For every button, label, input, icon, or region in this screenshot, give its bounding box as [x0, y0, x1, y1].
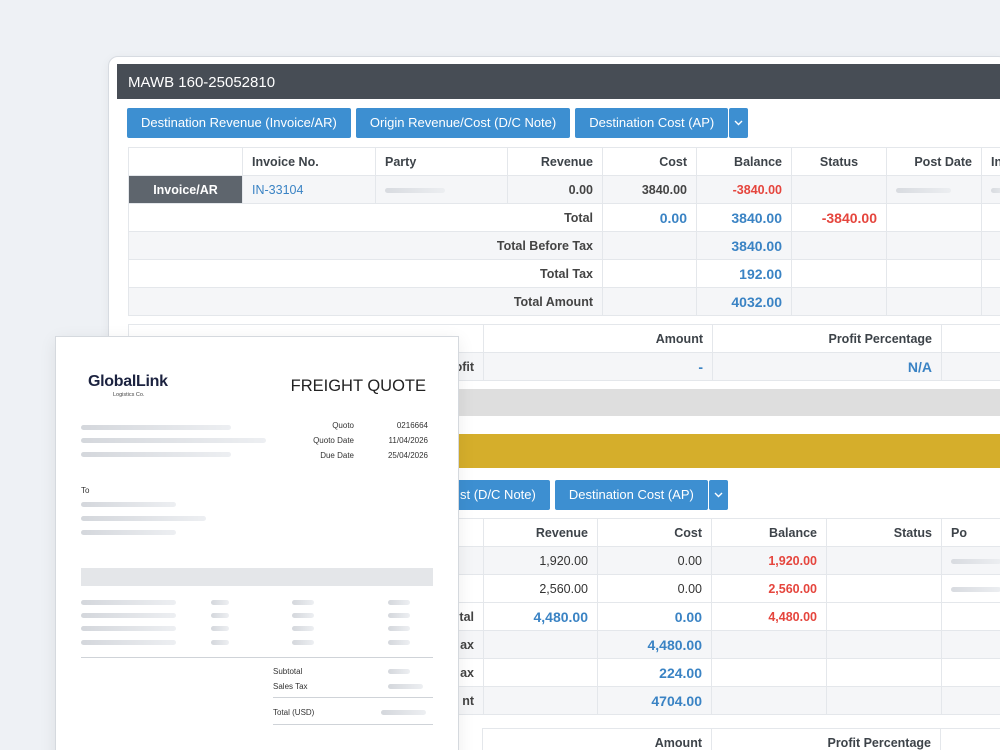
tab-dropdown-button[interactable] — [729, 108, 749, 138]
total-cost: 3840.00 — [696, 203, 792, 232]
subtotal-label: Subtotal — [273, 667, 303, 676]
total-before-tax-row: Total Before Tax 3840.00 — [128, 231, 1000, 260]
total-label: Total — [128, 203, 603, 232]
col-amount-2: Amount — [482, 728, 712, 750]
col-post-date: Post Date — [886, 147, 982, 176]
tab-destination-cost-2[interactable]: Destination Cost (AP) — [554, 480, 708, 510]
profit-amount: - — [483, 352, 713, 381]
tab-destination-cost[interactable]: Destination Cost (AP) — [575, 108, 729, 138]
col-in: In — [981, 147, 1000, 176]
tab-dropdown-button-2[interactable] — [708, 480, 728, 510]
total-before-tax-label: Total Before Tax — [128, 231, 603, 260]
col-invoice-no: Invoice No. — [242, 147, 376, 176]
balance-cell: -3840.00 — [696, 175, 792, 204]
billing-tabs: Destination Revenue (Invoice/AR) Origin … — [127, 108, 749, 138]
col-post-2: Po — [941, 518, 1000, 547]
col-status: Status — [791, 147, 887, 176]
meta-value: 25/04/2026 — [387, 451, 428, 460]
tax-value-2: 224.00 — [597, 658, 712, 687]
total-tax-row: Total Tax 192.00 — [128, 259, 1000, 288]
total-cost-2: 0.00 — [597, 602, 712, 631]
amount-row: nt 4704.00 — [449, 686, 1000, 715]
meta-label: Quoto — [332, 421, 354, 430]
col-cost-2: Cost — [597, 518, 712, 547]
total-revenue-2: 4,480.00 — [483, 602, 598, 631]
total-balance: -3840.00 — [791, 203, 887, 232]
chevron-down-icon — [734, 120, 743, 126]
tab-destination-revenue[interactable]: Destination Revenue (Invoice/AR) — [127, 108, 351, 138]
quote-title: FREIGHT QUOTE — [290, 377, 426, 395]
col-balance: Balance — [696, 147, 792, 176]
invoice-link[interactable]: IN-33104 — [242, 175, 376, 204]
total-amount-label: Total Amount — [128, 287, 603, 316]
balance-cell: 1,920.00 — [711, 546, 827, 575]
meta-label: Due Date — [320, 451, 354, 460]
amount-value-2: 4704.00 — [597, 686, 712, 715]
col-party: Party — [375, 147, 508, 176]
chevron-down-icon — [714, 492, 723, 498]
second-table: Revenue Cost Balance Status Po 1,920.00 … — [449, 518, 1000, 715]
before-tax-row: ax 4,480.00 — [449, 630, 1000, 659]
to-label: To — [81, 486, 90, 495]
cost-cell: 0.00 — [597, 546, 712, 575]
total-usd-label: Total (USD) — [273, 708, 315, 717]
second-tabs: st (D/C Note) Destination Cost (AP) — [449, 480, 728, 510]
tax-row: ax 224.00 — [449, 658, 1000, 687]
cost-cell: 0.00 — [597, 574, 712, 603]
col-status-2: Status — [826, 518, 942, 547]
brand-logo: GlobalLink — [88, 373, 168, 390]
total-before-tax-value: 3840.00 — [696, 231, 792, 260]
col-profit-percentage-2: Profit Percentage — [711, 728, 941, 750]
party-cell — [375, 175, 508, 204]
col-profit-percentage: Profit Percentage — [712, 324, 942, 353]
meta-value: 0216664 — [396, 421, 428, 430]
col-revenue-2: Revenue — [483, 518, 598, 547]
panel-title: MAWB 160-25052810 — [117, 64, 1000, 99]
tab-origin-revenue-cost[interactable]: Origin Revenue/Cost (D/C Note) — [355, 108, 571, 138]
brand-subtitle: Logistics Co. — [113, 392, 145, 398]
total-revenue: 0.00 — [602, 203, 697, 232]
meta-value: 11/04/2026 — [388, 436, 428, 445]
revenue-cell: 0.00 — [507, 175, 603, 204]
invoice-table: Invoice No. Party Revenue Cost Balance S… — [128, 147, 1000, 316]
total-amount-row: Total Amount 4032.00 — [128, 287, 1000, 316]
col-amount: Amount — [483, 324, 713, 353]
total-row: Total 0.00 3840.00 -3840.00 — [128, 203, 1000, 232]
col-cost: Cost — [602, 147, 697, 176]
total-tax-label: Total Tax — [128, 259, 603, 288]
col-revenue: Revenue — [507, 147, 603, 176]
second-profit-table: Amount Profit Percentage — [482, 728, 1000, 750]
balance-cell: 2,560.00 — [711, 574, 827, 603]
quote-items-header — [81, 568, 433, 586]
table-row: 1,920.00 0.00 1,920.00 — [449, 546, 1000, 575]
total-balance-2: 4,480.00 — [711, 602, 827, 631]
total-tax-value: 192.00 — [696, 259, 792, 288]
revenue-cell: 1,920.00 — [483, 546, 598, 575]
total-row: tal 4,480.00 0.00 4,480.00 — [449, 602, 1000, 631]
table-row: 2,560.00 0.00 2,560.00 — [449, 574, 1000, 603]
sales-tax-label: Sales Tax — [273, 682, 308, 691]
before-tax-value-2: 4,480.00 — [597, 630, 712, 659]
cost-cell: 3840.00 — [602, 175, 697, 204]
freight-quote-document: GlobalLink Logistics Co. FREIGHT QUOTE Q… — [55, 336, 459, 750]
meta-label: Quoto Date — [313, 436, 354, 445]
row-label-invoice-ar: Invoice/AR — [128, 175, 243, 204]
revenue-cell: 2,560.00 — [483, 574, 598, 603]
col-balance-2: Balance — [711, 518, 827, 547]
table-header-row: Invoice No. Party Revenue Cost Balance S… — [128, 147, 1000, 176]
tab-origin-revenue-cost-2[interactable]: st (D/C Note) — [449, 480, 550, 510]
profit-percentage: N/A — [712, 352, 942, 381]
table-row: Invoice/AR IN-33104 0.00 3840.00 -3840.0… — [128, 175, 1000, 204]
total-amount-value: 4032.00 — [696, 287, 792, 316]
